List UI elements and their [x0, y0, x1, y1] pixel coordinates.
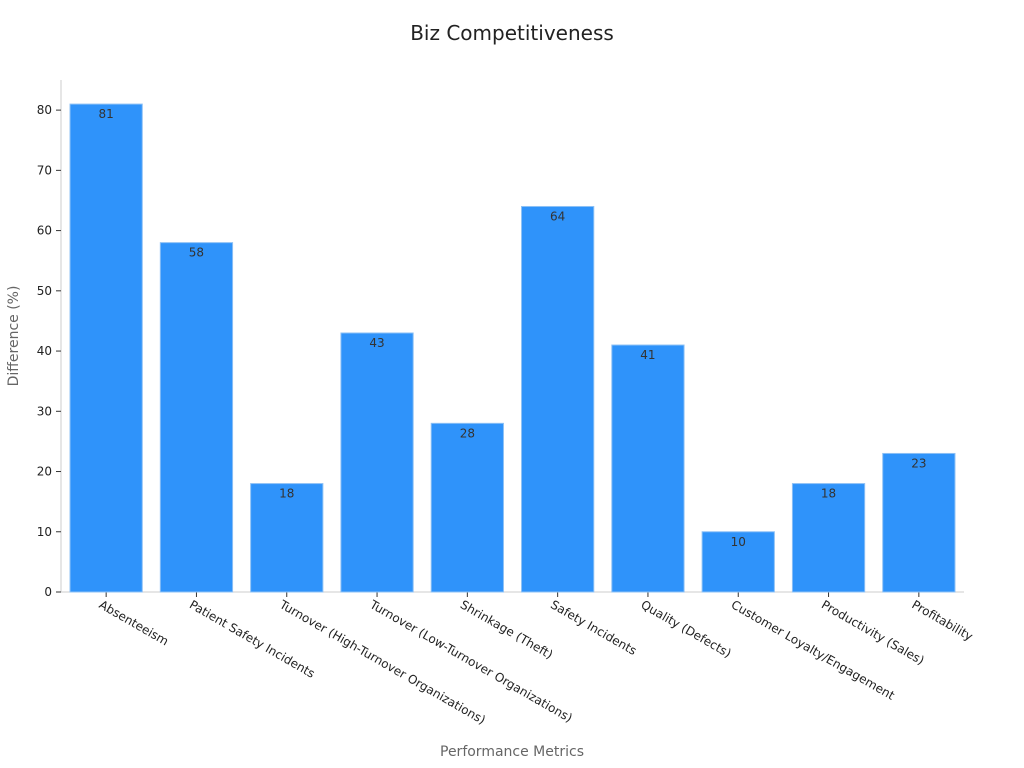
bar-value-label: 18 [821, 487, 836, 501]
value-labels-group: 81 58 18 43 28 64 41 10 18 23 [99, 107, 927, 549]
y-tick-label: 0 [44, 585, 52, 599]
bar-value-label: 18 [279, 487, 294, 501]
y-tick-label: 60 [37, 224, 52, 238]
y-axis-title: Difference (%) [6, 286, 22, 387]
chart-title: Biz Competitiveness [410, 21, 614, 45]
bar [701, 531, 775, 593]
bar [250, 483, 324, 593]
y-tick-label: 10 [37, 525, 52, 539]
y-axis: 0 10 20 30 40 50 60 70 80 [37, 80, 62, 599]
y-tick-label: 50 [37, 284, 52, 298]
y-tick-label: 80 [37, 103, 52, 117]
bars-group [69, 103, 956, 593]
x-axis: Absenteeism Patient Safety IncidentsTurno… [61, 591, 975, 727]
bar [159, 242, 234, 593]
bar-value-label: 43 [369, 336, 384, 350]
bar-value-label: 41 [640, 348, 655, 362]
bar [882, 452, 956, 593]
bar-value-label: 28 [460, 426, 475, 440]
x-axis-title: Performance Metrics [440, 744, 584, 760]
bar-value-label: 81 [99, 107, 114, 121]
bar [69, 103, 143, 593]
x-tick-label: Safety Incidents [548, 597, 639, 658]
bar-value-label: 58 [189, 246, 204, 260]
x-tick-label: Shrinkage (Theft) [458, 597, 555, 661]
y-tick-label: 20 [37, 465, 52, 479]
x-tick-label: Profitability [909, 597, 975, 643]
bar [611, 344, 685, 593]
x-tick-label: Quality (Defects) [638, 597, 733, 660]
bar-value-label: 10 [731, 535, 746, 549]
bar [521, 205, 595, 593]
bar [791, 483, 866, 593]
bar [340, 332, 414, 593]
y-tick-label: 40 [37, 344, 52, 358]
x-tick-label: Absenteeism [97, 597, 171, 648]
y-tick-label: 70 [37, 163, 52, 177]
bar-value-label: 23 [911, 456, 926, 470]
x-tick-label: Customer Loyalty/Engagement [729, 597, 897, 702]
bar-value-label: 64 [550, 209, 565, 223]
y-tick-label: 30 [37, 404, 52, 418]
bar [430, 422, 504, 593]
